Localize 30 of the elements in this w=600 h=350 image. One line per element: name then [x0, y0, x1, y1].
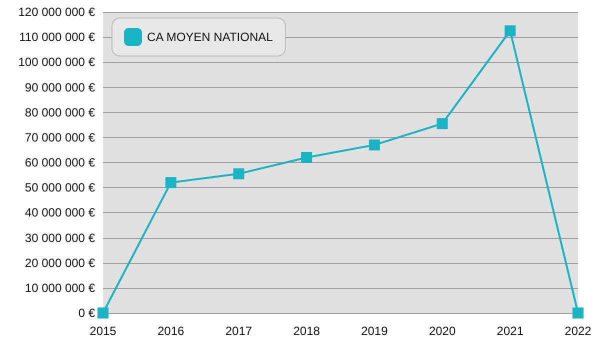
x-tick-label: 2021	[496, 324, 524, 338]
y-tick-label: 60 000 000 €	[24, 156, 96, 170]
x-tick-label: 2015	[90, 324, 117, 338]
x-tick-label: 2016	[158, 324, 185, 338]
y-tick-label: 110 000 000 €	[19, 30, 96, 44]
point	[572, 308, 584, 318]
point	[301, 152, 312, 163]
y-tick-label: 50 000 000 €	[24, 180, 96, 195]
point	[165, 177, 176, 188]
y-tick-label: 10 000 000 €	[24, 280, 96, 295]
point	[504, 25, 516, 36]
x-tick-label: 2022	[564, 324, 592, 338]
y-tick-label: 40 000 000 €	[24, 206, 96, 220]
point	[368, 139, 380, 150]
y-tick-label: 0 €	[78, 306, 96, 320]
y-tick-label: 20 000 000 €	[24, 256, 96, 270]
point	[233, 168, 244, 180]
y-tick-label: 100 000 000 €	[18, 55, 96, 70]
point	[98, 308, 108, 318]
x-tick-label: 2019	[361, 324, 388, 338]
legend-label: CA MOYEN NATIONAL	[147, 30, 274, 44]
x-tick-label: 2018	[293, 324, 320, 338]
y-tick-label: 30 000 000 €	[24, 230, 96, 245]
point	[436, 118, 448, 130]
y-tick-label: 90 000 000 €	[24, 80, 96, 94]
y-tick-label: 120 000 000 €	[18, 5, 96, 19]
y-tick-label: 70 000 000 €	[24, 130, 96, 144]
x-tick-label: 2020	[428, 324, 456, 338]
y-tick-label: 80 000 000 €	[24, 105, 96, 120]
x-tick-label: 2017	[225, 324, 252, 338]
